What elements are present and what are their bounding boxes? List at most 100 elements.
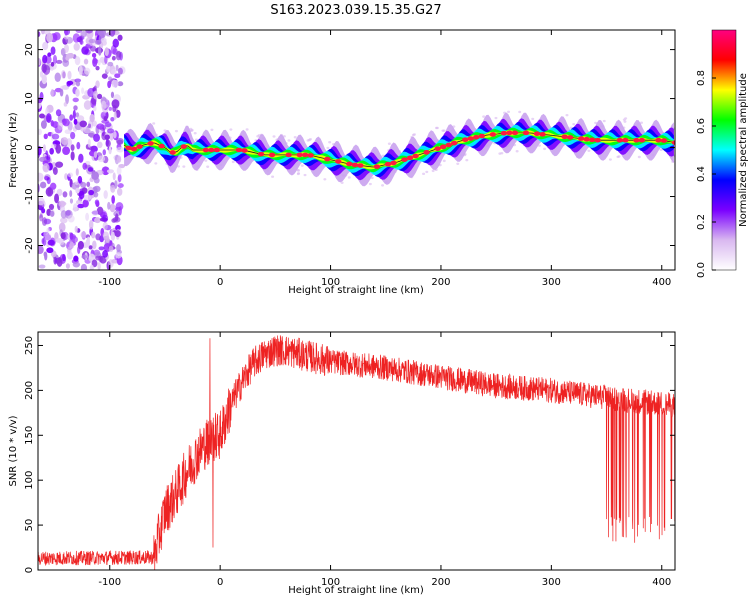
noise-dot <box>500 152 504 155</box>
noise-blob <box>82 162 88 170</box>
noise-blob <box>98 255 103 263</box>
noise-blob <box>67 172 74 178</box>
colorbar-tick-label: 0.8 <box>696 70 707 86</box>
noise-blob <box>69 114 74 121</box>
noise-dot <box>257 134 261 137</box>
noise-blob <box>51 133 60 140</box>
noise-blob <box>96 123 105 130</box>
noise-blob <box>47 52 52 57</box>
noise-dot <box>229 128 233 131</box>
noise-blob <box>40 120 47 129</box>
noise-blob <box>75 81 81 87</box>
ridge-peak <box>335 159 342 164</box>
noise-dot <box>176 165 180 168</box>
noise-dot <box>245 128 249 131</box>
noise-blob <box>115 224 121 231</box>
noise-blob <box>82 199 88 208</box>
noise-blob <box>108 245 114 252</box>
spectrogram-x-tick-label: 200 <box>431 277 450 288</box>
noise-blob <box>52 167 58 175</box>
noise-blob <box>87 167 94 172</box>
ridge-peak <box>301 152 309 158</box>
ridge-peak <box>147 141 154 146</box>
noise-dot <box>347 176 351 179</box>
noise-blob <box>110 184 116 193</box>
noise-blob <box>110 231 116 241</box>
spectrogram-y-tick-label: 10 <box>24 92 35 105</box>
noise-dot <box>507 110 511 114</box>
noise-blob <box>117 34 123 41</box>
colorbar-tick-label: 0.6 <box>696 118 707 134</box>
noise-blob <box>93 105 97 112</box>
noise-blob <box>114 73 121 78</box>
ridge-peak <box>169 150 176 155</box>
noise-blob <box>111 195 115 204</box>
noise-blob <box>57 120 64 131</box>
noise-blob <box>103 190 108 199</box>
noise-blob <box>75 88 80 97</box>
noise-blob <box>80 231 87 239</box>
snr-x-tick-label: 0 <box>217 577 223 588</box>
noise-blob <box>101 119 110 124</box>
spectrogram-x-tick-label: 300 <box>542 277 561 288</box>
noise-blob <box>116 156 122 163</box>
noise-dot <box>326 146 330 150</box>
noise-blob <box>56 59 63 64</box>
ridge-peak <box>622 137 629 143</box>
noise-blob <box>106 169 114 174</box>
noise-blob <box>114 180 118 189</box>
noise-blob <box>83 100 92 110</box>
noise-blob <box>81 46 89 55</box>
noise-dot <box>608 158 612 161</box>
noise-blob <box>69 198 74 204</box>
noise-blob <box>112 172 116 181</box>
noise-blob <box>46 227 50 233</box>
snr-y-tick-label: 0 <box>24 567 35 573</box>
noise-dot <box>587 149 591 153</box>
noise-blob <box>92 240 97 250</box>
noise-blob <box>101 103 109 114</box>
noise-blob <box>103 116 108 122</box>
noise-dot <box>328 141 332 144</box>
ridge-peak <box>307 153 314 158</box>
noise-blob <box>107 80 112 89</box>
noise-blob <box>70 131 76 140</box>
noise-blob <box>93 133 101 142</box>
noise-dot <box>594 121 598 125</box>
ridge-peak <box>489 132 497 137</box>
noise-blob <box>73 118 78 125</box>
noise-blob <box>89 264 94 270</box>
figure-title: S163.2023.039.15.35.G27 <box>270 3 441 18</box>
noise-blob <box>38 31 41 38</box>
noise-blob <box>98 246 105 251</box>
noise-blob <box>97 141 103 149</box>
noise-blob <box>85 212 90 221</box>
noise-blob <box>62 146 71 155</box>
snr-y-tick-label: 100 <box>24 471 35 490</box>
noise-dot <box>623 120 627 123</box>
noise-blob <box>47 186 52 196</box>
noise-blob <box>61 70 66 79</box>
noise-blob <box>50 46 56 55</box>
noise-blob <box>58 200 66 208</box>
ridge-peak <box>213 147 221 153</box>
noise-blob <box>50 143 58 149</box>
noise-blob <box>44 232 52 242</box>
spectrogram-x-tick-label: -100 <box>98 277 121 288</box>
noise-blob <box>91 52 97 58</box>
noise-blob <box>106 65 111 73</box>
noise-blob <box>86 236 90 245</box>
noise-blob <box>110 68 117 75</box>
ridge-peak <box>180 144 187 149</box>
ridge-peak <box>506 130 513 136</box>
noise-blob <box>107 128 115 134</box>
noise-blob <box>92 57 98 68</box>
noise-blob <box>109 30 116 37</box>
noise-blob <box>77 175 83 184</box>
ridge-peak <box>130 146 138 152</box>
ridge-peak <box>616 137 624 143</box>
noise-blob <box>91 171 99 180</box>
snr-x-ticks: -100 0 100 200 300 400 <box>98 332 671 588</box>
colorbar-tick-label: 0.2 <box>696 214 707 230</box>
